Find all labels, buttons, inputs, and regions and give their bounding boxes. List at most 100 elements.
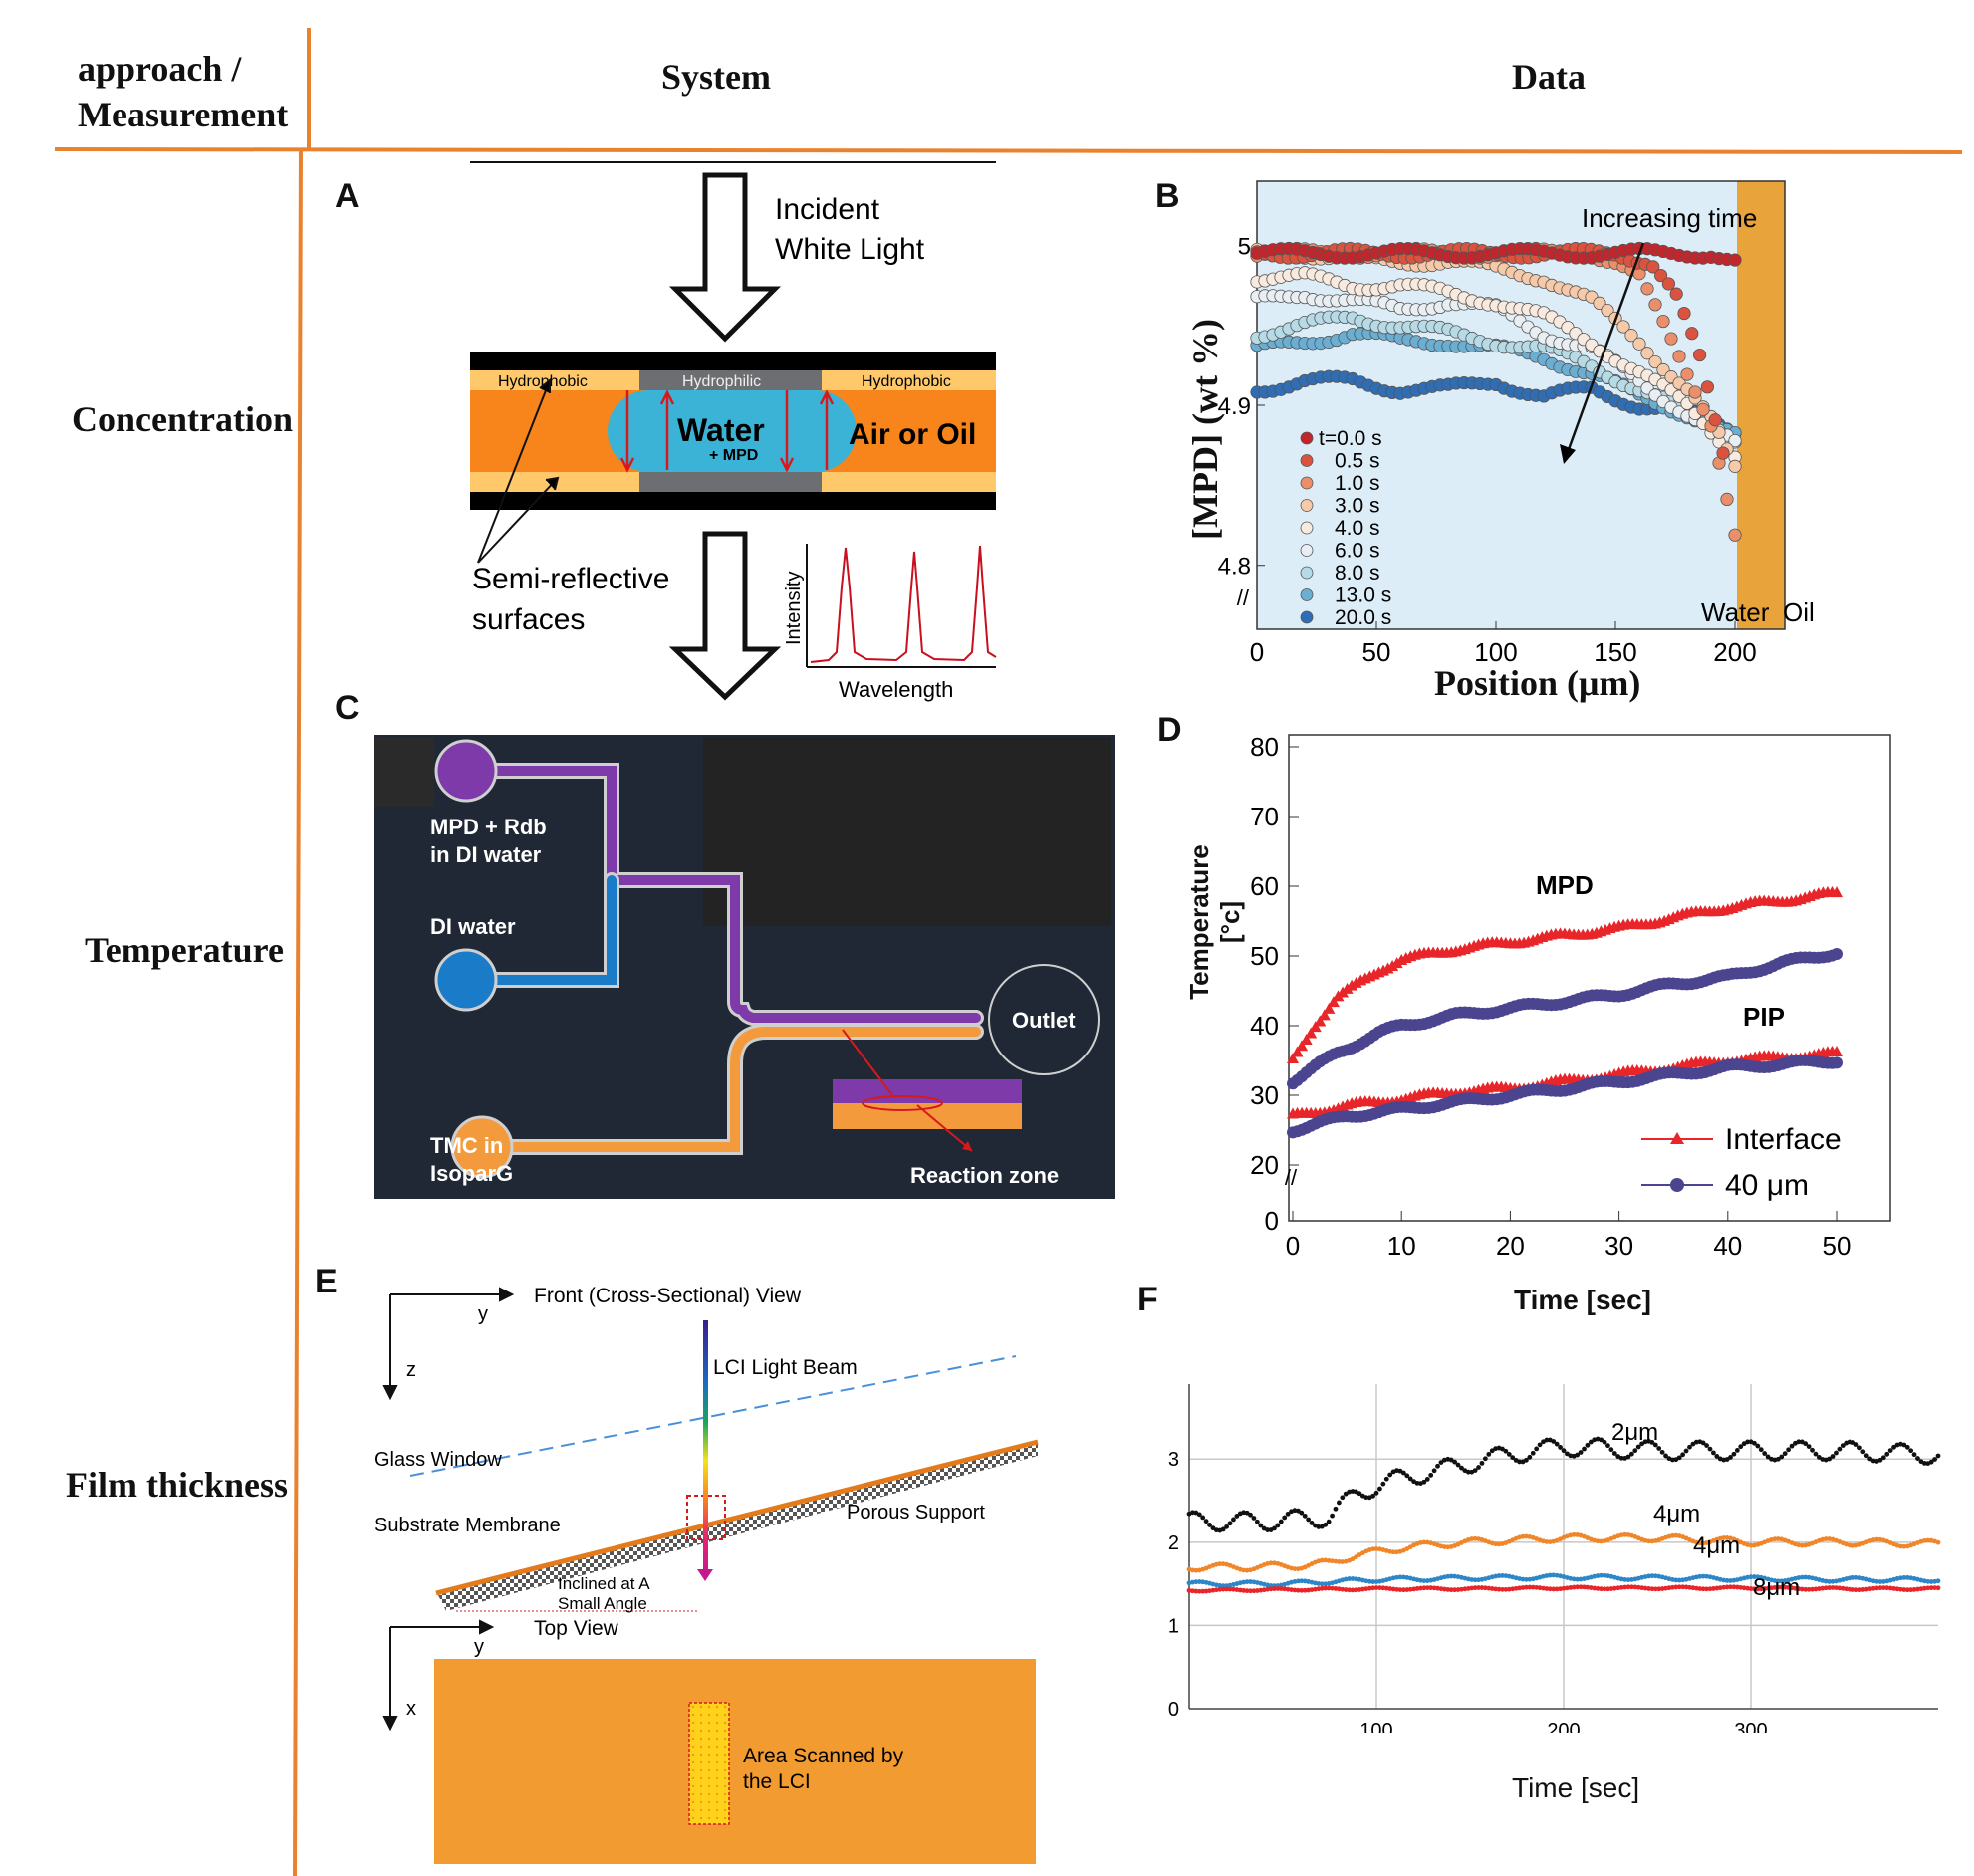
chart-f-point <box>1421 1585 1427 1591</box>
chart-f-point <box>1527 1454 1533 1460</box>
chart-f-point <box>1874 1585 1879 1591</box>
chart-f-xtick-label: 300 <box>1734 1720 1767 1733</box>
chart-b-oil-label: Oil <box>1783 597 1815 627</box>
chart-f-point <box>1330 1585 1335 1591</box>
chart-f-point <box>1582 1446 1587 1452</box>
panel-a-letter: A <box>335 177 360 215</box>
chart-d-frame <box>1288 734 1891 1222</box>
chart-f-point <box>1251 1588 1257 1594</box>
chart-f-point <box>1775 1578 1781 1584</box>
chart-b-point <box>1696 402 1710 416</box>
chart-f-point <box>1486 1451 1492 1457</box>
chart-f-point <box>1799 1574 1805 1580</box>
chart-f-point <box>1231 1517 1236 1523</box>
chart-f-point <box>1628 1451 1634 1457</box>
chart-f-point <box>1319 1557 1325 1563</box>
chart-f-point <box>1676 1584 1682 1590</box>
chart-f-point <box>1326 1519 1332 1524</box>
chart-f-point <box>1503 1586 1509 1592</box>
chart-f-point <box>1611 1451 1617 1456</box>
beam-label: LCI Light Beam <box>713 1356 858 1379</box>
chart-b-point <box>1720 492 1734 507</box>
chart-f-point <box>1806 1444 1812 1450</box>
panel-a-diagram: Incident White Light Hydrophobic Hydroph… <box>470 161 997 702</box>
chart-f-point <box>1441 1544 1447 1549</box>
chart-f-point <box>1275 1586 1281 1591</box>
header-data: Data <box>1512 57 1586 97</box>
chart-f-point <box>1663 1453 1668 1459</box>
chart-f-point <box>1520 1533 1526 1539</box>
chart-f-point <box>1207 1523 1212 1527</box>
chart-f-point <box>1676 1455 1682 1461</box>
chart-f-point <box>1424 1476 1430 1482</box>
chart-f-point <box>1445 1587 1451 1592</box>
chart-f-point <box>1496 1573 1502 1578</box>
chart-f-point <box>1683 1448 1689 1454</box>
chart-f-point <box>1649 1586 1655 1592</box>
chart-f-point <box>1196 1588 1202 1594</box>
chart-f-point <box>1738 1444 1744 1450</box>
row-label-concentration: Concentration <box>72 399 293 439</box>
chart-f-point <box>1452 1587 1458 1593</box>
chart-f-point <box>1622 1531 1627 1537</box>
chart-f-point <box>1803 1586 1809 1592</box>
chart-f-ytick-label: 0 <box>1168 1699 1179 1721</box>
chart-f-point <box>1387 1472 1393 1478</box>
chart-f-point <box>1860 1449 1866 1455</box>
chart-f-point <box>1874 1578 1879 1584</box>
chart-f-point <box>1265 1527 1271 1532</box>
chart-f-point <box>1575 1576 1581 1582</box>
chart-f-point <box>1551 1586 1557 1592</box>
chart-f-point <box>1227 1521 1233 1526</box>
chart-d-point <box>1305 1027 1318 1039</box>
top-view-label: Top View <box>534 1617 619 1640</box>
chart-f-point <box>1496 1586 1502 1592</box>
chart-f-point <box>1537 1442 1543 1448</box>
chart-f-point <box>1203 1519 1209 1524</box>
chart-f-point <box>1306 1517 1312 1523</box>
chart-b-legend-label: t=0.0 s <box>1319 427 1382 450</box>
water-label: Water <box>677 412 765 448</box>
front-view-label: Front (Cross-Sectional) View <box>534 1285 802 1307</box>
chart-d-ytick-label: 60 <box>1250 871 1279 901</box>
chart-f-xtick-label: 200 <box>1547 1720 1580 1733</box>
panel-d-letter: D <box>1157 711 1182 749</box>
chart-f-point <box>1482 1456 1488 1462</box>
chart-f-point <box>1851 1587 1855 1592</box>
panel-f-letter: F <box>1137 1281 1158 1318</box>
chart-f-point <box>1196 1579 1202 1584</box>
chart-f-point <box>1837 1446 1843 1452</box>
chart-b-point <box>1708 413 1722 427</box>
chart-f-point <box>1268 1586 1274 1592</box>
chart-f-point <box>1268 1583 1274 1588</box>
chart-f-point <box>1608 1447 1614 1453</box>
chart-d-legend-label: Interface <box>1725 1123 1842 1156</box>
hydrophobic-right-label: Hydrophobic <box>862 373 951 390</box>
chart-f-point <box>1337 1559 1342 1564</box>
chart-f-point <box>1758 1447 1764 1453</box>
chart-f-point <box>1400 1470 1406 1476</box>
chart-f-point <box>1319 1581 1325 1587</box>
chart-f-point <box>1377 1486 1382 1492</box>
chart-b-legend-marker <box>1300 476 1314 490</box>
chart-f-point <box>1904 1587 1910 1593</box>
front-y-label: y <box>478 1303 488 1325</box>
chart-f-point <box>1404 1587 1410 1592</box>
chart-b-legend-marker <box>1300 588 1314 601</box>
chart-b-point <box>1648 298 1662 312</box>
chart-b-water-label: Water <box>1701 597 1770 627</box>
chart-d-legend-marker <box>1670 1132 1684 1144</box>
chart-b-xtick-label: 200 <box>1713 637 1756 667</box>
chart-b-point <box>1728 433 1742 448</box>
chart-f-point <box>1459 1465 1464 1471</box>
outlet-label: Outlet <box>1012 1008 1076 1033</box>
chart-f-point <box>1921 1461 1927 1466</box>
chart-f-point <box>1421 1578 1427 1584</box>
chart-f-point <box>1558 1445 1563 1450</box>
di-inlet-label: DI water <box>430 914 516 939</box>
chart-f-point <box>1578 1450 1584 1455</box>
chart-f: 100 200 300 0 1 2 3 2μm 4μm 4μm 8μm <box>1168 1384 1941 1733</box>
chart-f-point <box>1779 1454 1785 1460</box>
chart-f-point <box>1646 1538 1651 1544</box>
chart-f-point <box>1728 1584 1733 1590</box>
